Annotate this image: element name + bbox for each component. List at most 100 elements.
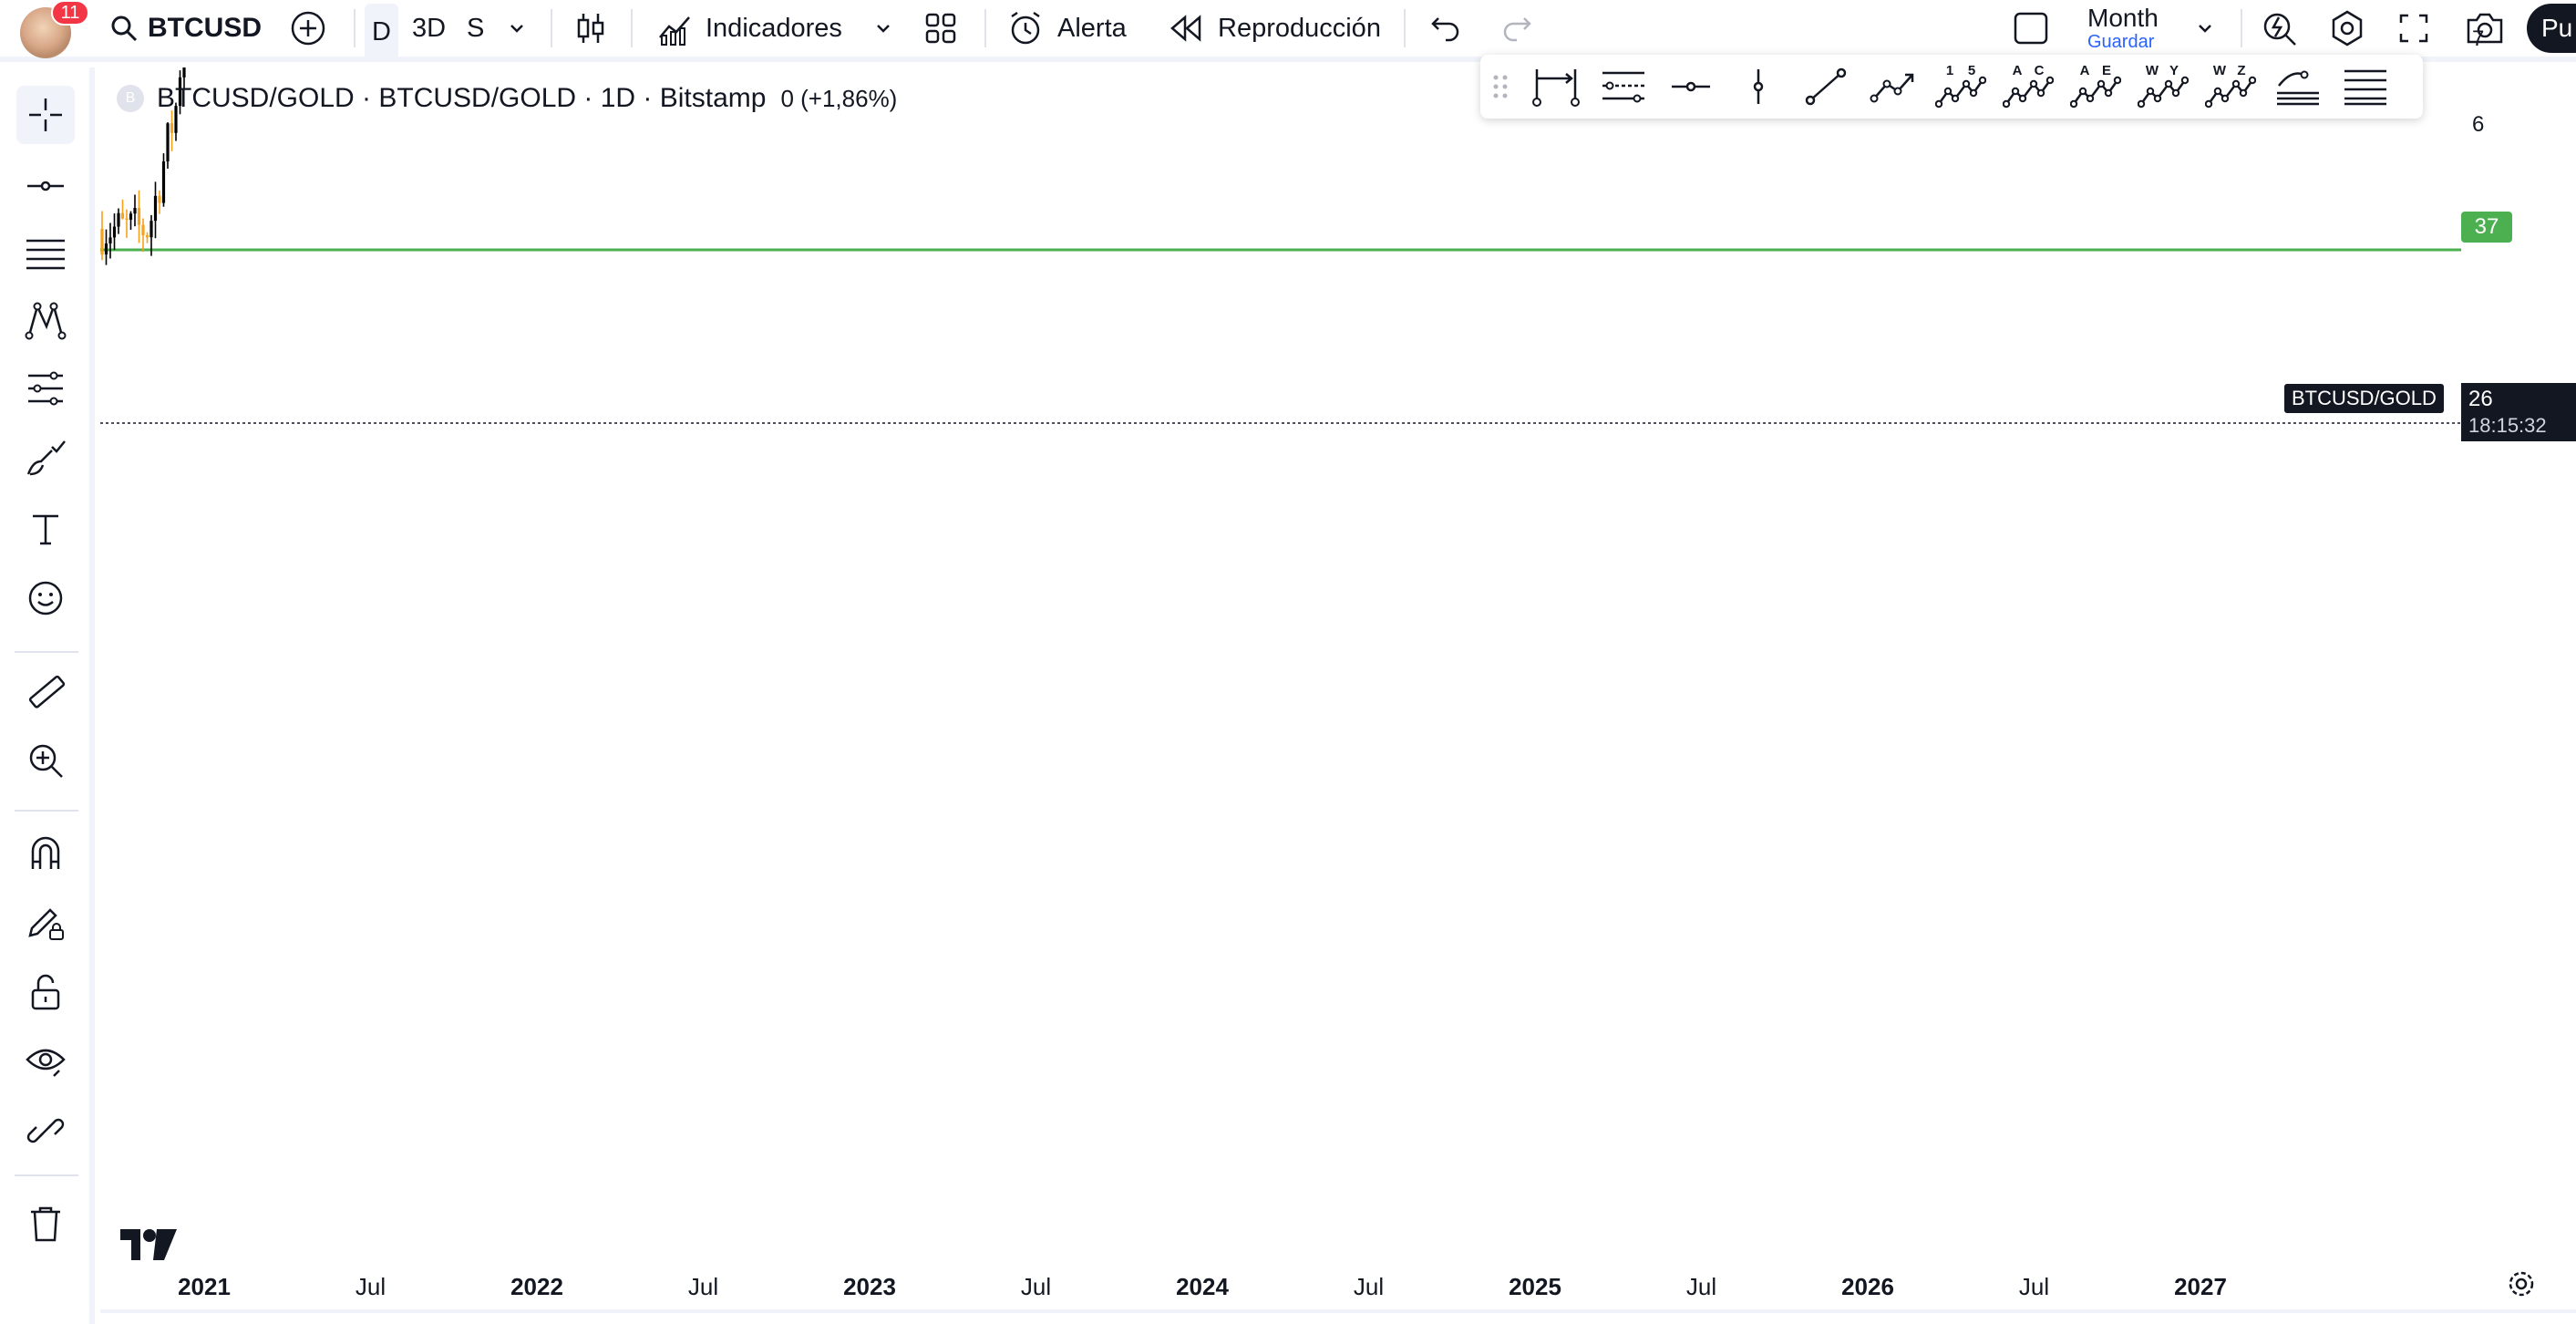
trend-line-tool[interactable] bbox=[1798, 60, 1854, 113]
lock-all-tool[interactable] bbox=[16, 963, 75, 1021]
replay-button[interactable]: Reproducción bbox=[1169, 0, 1381, 57]
alert-button[interactable]: Alerta bbox=[1006, 0, 1127, 57]
brush-tool[interactable] bbox=[16, 429, 75, 487]
undo-button[interactable] bbox=[1429, 0, 1462, 57]
vertical-line-tool[interactable] bbox=[1730, 60, 1787, 113]
quick-search-button[interactable] bbox=[2259, 0, 2299, 57]
magnet-tool[interactable] bbox=[16, 824, 75, 883]
polyline-tool[interactable] bbox=[1865, 60, 1922, 113]
chevron-down-icon bbox=[510, 25, 523, 33]
horizontal-ray-tool[interactable] bbox=[1663, 60, 1719, 113]
time-tick-month: Jul bbox=[355, 1273, 386, 1300]
prediction-tool[interactable] bbox=[16, 359, 75, 418]
curve-tool[interactable] bbox=[2270, 60, 2326, 113]
fib-retracement-tool[interactable] bbox=[16, 224, 75, 283]
time-scale[interactable]: 2021 Jul 2022 Jul 2023 Jul 2024 Jul 2025 Jul 2026 J… bbox=[100, 1260, 2576, 1315]
pattern-letter: W bbox=[2146, 64, 2159, 78]
chart-settings-button[interactable] bbox=[2505, 1267, 2538, 1305]
publish-button[interactable]: Pu bbox=[2527, 4, 2576, 53]
text-icon bbox=[33, 514, 58, 545]
date-price-range-tool[interactable] bbox=[1528, 60, 1584, 113]
candle-body bbox=[100, 228, 104, 255]
pattern-letter: A bbox=[2013, 64, 2023, 78]
pencil-lock-icon bbox=[28, 908, 64, 940]
crosshair-tool[interactable] bbox=[16, 86, 75, 144]
candle-body bbox=[108, 237, 112, 244]
layout-name: Month bbox=[2087, 4, 2159, 32]
replay-label: Reproducción bbox=[1218, 13, 1381, 43]
indicators-dropdown[interactable] bbox=[873, 0, 893, 57]
drawing-toolbar bbox=[0, 67, 95, 1324]
bar-countdown: 18:15:32 bbox=[2468, 414, 2547, 438]
interval-dropdown[interactable] bbox=[507, 0, 527, 57]
more-lines-tool[interactable] bbox=[2337, 60, 2394, 113]
interval-button-3d[interactable]: 3D bbox=[412, 13, 447, 43]
pattern-tool[interactable] bbox=[16, 292, 75, 350]
candle-body bbox=[133, 208, 137, 214]
camera-icon bbox=[2467, 13, 2503, 44]
indicators-icon bbox=[659, 16, 690, 46]
pattern-letter: W bbox=[2213, 64, 2227, 78]
pattern-letter: Y bbox=[2169, 64, 2179, 78]
candle-body bbox=[141, 224, 145, 235]
chevron-down-icon bbox=[877, 25, 890, 33]
last-price-tag: 26 18:15:32 bbox=[2461, 383, 2576, 441]
date-price-range-icon bbox=[1532, 69, 1580, 107]
candle-body bbox=[153, 195, 158, 222]
lock-drawings-tool[interactable] bbox=[16, 894, 75, 952]
candles bbox=[100, 67, 186, 265]
candle-body bbox=[137, 208, 141, 225]
interval-button-s[interactable]: S bbox=[467, 13, 485, 43]
symbol-search[interactable]: BTCUSD bbox=[109, 0, 262, 57]
symbol-name: BTCUSD bbox=[148, 13, 262, 43]
level-price-tag: 37 bbox=[2461, 212, 2512, 243]
eye-icon bbox=[26, 1049, 66, 1077]
zoom-in-tool[interactable] bbox=[16, 731, 75, 790]
fullscreen-button[interactable] bbox=[2397, 0, 2430, 57]
layout-name-button[interactable]: Month Guardar bbox=[2087, 0, 2159, 57]
snapshot-button[interactable] bbox=[2465, 0, 2505, 57]
interval-button-d[interactable]: D bbox=[365, 4, 398, 60]
text-tool[interactable] bbox=[16, 500, 75, 558]
grid-layout-icon bbox=[925, 13, 956, 44]
settings-button[interactable] bbox=[2328, 0, 2366, 57]
magnet-icon bbox=[31, 836, 60, 869]
crosshair-icon bbox=[29, 98, 62, 131]
bottom-border bbox=[100, 1309, 2576, 1313]
redo-button[interactable] bbox=[1500, 0, 1533, 57]
xabcd-pattern-icon bbox=[25, 302, 67, 340]
layout-dropdown[interactable] bbox=[2195, 0, 2215, 57]
price-tick-label: 7 bbox=[2472, 26, 2485, 51]
brush-icon bbox=[26, 440, 66, 476]
candle-body bbox=[158, 195, 161, 203]
pattern-letter: E bbox=[2102, 64, 2111, 78]
emoji-tool[interactable] bbox=[16, 569, 75, 627]
price-chart[interactable] bbox=[100, 67, 2470, 1308]
trend-lines-tool[interactable] bbox=[1595, 60, 1652, 113]
drag-handle[interactable] bbox=[1484, 60, 1517, 113]
top-toolbar: 11 BTCUSD D 3D S Indicadores Alerta Repr… bbox=[0, 0, 2576, 62]
search-icon bbox=[111, 16, 138, 42]
sync-drawings-tool[interactable] bbox=[16, 1102, 75, 1160]
layouts-button[interactable] bbox=[924, 0, 957, 57]
layout-checkbox[interactable] bbox=[2013, 0, 2049, 57]
measure-tool[interactable] bbox=[16, 664, 75, 722]
remove-drawings-tool[interactable] bbox=[16, 1195, 75, 1253]
chart-legend[interactable]: B BTCUSD/GOLD · BTCUSD/GOLD · 1D · Bitst… bbox=[117, 80, 897, 117]
hide-drawings-tool[interactable] bbox=[16, 1032, 75, 1091]
horizontal-line-tool[interactable] bbox=[16, 157, 75, 215]
chart-type-button[interactable] bbox=[574, 0, 607, 57]
indicators-button[interactable]: Indicadores bbox=[656, 0, 842, 57]
compare-button[interactable] bbox=[290, 0, 326, 57]
price-scale[interactable]: 52443228242118161412108765 bbox=[2452, 26, 2576, 1298]
pattern-letter: C bbox=[2035, 64, 2045, 78]
candle-body bbox=[161, 161, 166, 203]
